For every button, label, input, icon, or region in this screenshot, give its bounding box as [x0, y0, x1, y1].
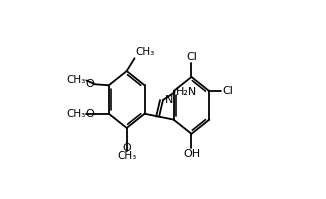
Text: Cl: Cl: [186, 52, 197, 62]
Text: H₂N: H₂N: [176, 87, 197, 97]
Text: Cl: Cl: [222, 86, 233, 96]
Text: O: O: [122, 143, 131, 153]
Text: N: N: [165, 95, 173, 105]
Text: CH₃: CH₃: [117, 151, 136, 162]
Text: CH₃: CH₃: [136, 47, 155, 57]
Text: CH₃: CH₃: [66, 75, 85, 85]
Text: CH₃: CH₃: [66, 109, 85, 119]
Text: O: O: [85, 109, 94, 119]
Text: OH: OH: [183, 149, 200, 159]
Text: O: O: [85, 79, 94, 89]
